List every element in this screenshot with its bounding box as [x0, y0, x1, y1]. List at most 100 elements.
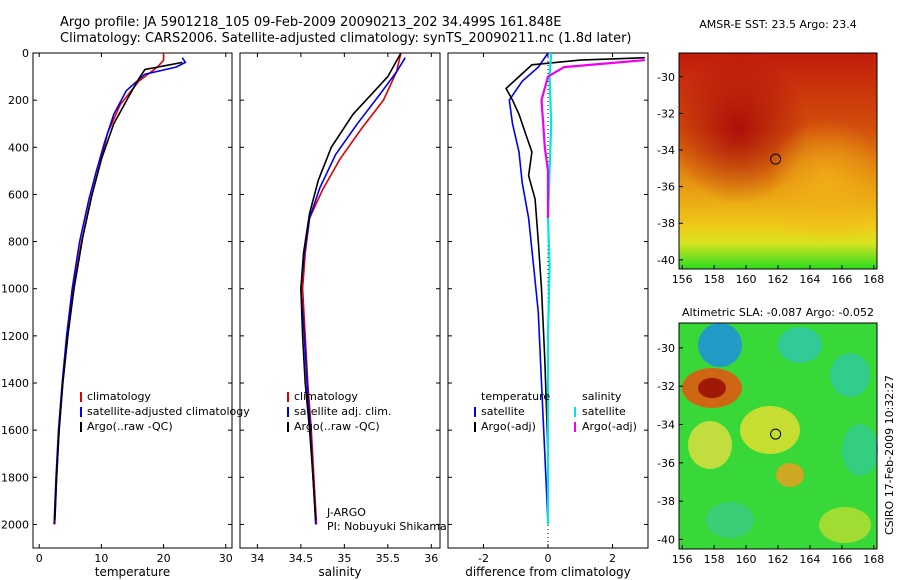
argo-position-marker	[770, 428, 782, 440]
plot-frame	[239, 52, 441, 549]
series-line	[300, 52, 402, 520]
y-tick-label: -36	[657, 457, 675, 470]
sla-high-anomaly	[688, 421, 732, 469]
y-tick-label: 1800	[1, 471, 29, 484]
x-tick-label: 30	[219, 552, 233, 565]
legend-entry: Argo(..raw -QC)	[294, 420, 380, 433]
sla-low-anomaly	[778, 327, 822, 363]
series-line	[300, 57, 406, 525]
y-tick-label: -30	[657, 71, 675, 84]
legend-entry: Argo(-adj)	[481, 420, 536, 433]
x-tick-label: 35.5	[376, 552, 401, 565]
y-tick-label: 800	[8, 236, 29, 249]
series-line	[546, 52, 553, 525]
x-tick-label: 35	[337, 552, 351, 565]
pi-annotation: J-ARGO	[326, 506, 366, 519]
y-tick-label: -34	[657, 144, 675, 157]
x-tick-label: 164	[799, 553, 820, 566]
series-line	[505, 56, 645, 520]
sst-map-panel: AMSR-E SST: 23.5 Argo: 23.4 156 158 160 162 1…	[657, 18, 884, 286]
sla-low-anomaly	[698, 323, 742, 367]
legend-entry: satellite adj. clim.	[294, 405, 391, 418]
y-tick-label: 2000	[1, 518, 29, 531]
series-line	[54, 53, 165, 525]
legend-entry: salinity	[582, 390, 622, 403]
y-tick-label: 1400	[1, 377, 29, 390]
x-tick-label: 166	[831, 273, 852, 286]
sla-low-anomaly	[706, 502, 754, 538]
y-tick-label: 1600	[1, 424, 29, 437]
legend-entry: Argo(..raw -QC)	[87, 420, 173, 433]
y-tick-label: -30	[657, 342, 675, 355]
y-tick-label: -38	[657, 495, 675, 508]
x-tick-label: 164	[799, 273, 820, 286]
x-tick-label: 0	[36, 552, 43, 565]
legend-entry: temperature	[481, 390, 550, 403]
sla-low-anomaly	[830, 353, 870, 397]
x-tick-label: 34	[250, 552, 264, 565]
y-tick-label: -36	[657, 181, 675, 194]
argo-position-marker	[770, 153, 782, 165]
x-tick-label: 0	[545, 552, 552, 565]
sla-high-anomaly	[740, 406, 800, 454]
series-line	[54, 61, 183, 520]
y-tick-label: 1200	[1, 330, 29, 343]
x-tick-label: 158	[704, 273, 725, 286]
series-line	[540, 59, 645, 218]
x-tick-label: 10	[94, 552, 108, 565]
side-label: CSIRO 17-Feb-2009 10:32:27	[883, 375, 896, 535]
x-axis-label: salinity	[318, 565, 361, 579]
legend-entry: climatology	[294, 390, 358, 403]
y-tick-label: 600	[8, 188, 29, 201]
map-title: Altimetric SLA: -0.087 Argo: -0.052	[682, 306, 874, 319]
y-tick-label: 200	[8, 94, 29, 107]
x-axis-label: temperature	[95, 565, 170, 579]
legend-entry: Argo(-adj)	[582, 420, 637, 433]
sla-high-anomaly	[698, 378, 726, 398]
legend-entry: satellite-adjusted climatology	[87, 405, 250, 418]
y-tick-label: -34	[657, 419, 675, 432]
x-tick-label: 156	[672, 273, 693, 286]
salinity-panel: 34 34.5 35 35.5 36 salinity climatology satelli…	[239, 52, 447, 579]
x-tick-label: 162	[768, 553, 789, 566]
x-tick-label: 160	[736, 553, 757, 566]
sla-high-anomaly	[776, 463, 804, 487]
figure-title-line1: Argo profile: JA 5901218_105 09-Feb-2009…	[60, 15, 562, 30]
x-tick-label: 2	[609, 552, 616, 565]
x-tick-label: 160	[736, 273, 757, 286]
x-tick-label: 34.5	[289, 552, 314, 565]
y-tick-label: -40	[657, 533, 675, 546]
x-tick-label: -2	[478, 552, 489, 565]
x-tick-label: 168	[863, 553, 884, 566]
temperature-panel: 0 10 20 30 0 200 400 600 800 1000 1200 1400 1600 1800…	[1, 47, 250, 579]
sla-low-anomaly	[842, 424, 878, 476]
y-tick-label: -32	[657, 380, 675, 393]
map-title: AMSR-E SST: 23.5 Argo: 23.4	[699, 18, 857, 31]
x-axis-label: difference from climatology	[465, 565, 631, 579]
series-line	[301, 52, 402, 525]
y-tick-label: 1000	[1, 283, 29, 296]
sst-map-cool-region	[679, 53, 877, 269]
x-tick-label: 166	[831, 553, 852, 566]
sla-high-anomaly	[819, 507, 871, 543]
x-tick-label: 158	[704, 553, 725, 566]
y-tick-label: -38	[657, 217, 675, 230]
x-tick-label: 168	[863, 273, 884, 286]
y-tick-label: 0	[22, 47, 29, 60]
legend-entry: satellite	[582, 405, 626, 418]
y-tick-label: -40	[657, 254, 675, 267]
pi-annotation: PI: Nobuyuki Shikama	[327, 520, 447, 533]
figure-title-line2: Climatology: CARS2006. Satellite-adjuste…	[60, 31, 632, 46]
legend-entry: climatology	[87, 390, 151, 403]
series-line	[508, 52, 549, 525]
plot-frame	[32, 52, 233, 549]
y-tick-label: 400	[8, 141, 29, 154]
x-tick-label: 36	[424, 552, 438, 565]
x-tick-label: 156	[672, 553, 693, 566]
sla-map-panel: Altimetric SLA: -0.087 Argo: -0.052 156 15…	[657, 306, 884, 566]
y-tick-label: -32	[657, 107, 675, 120]
x-tick-label: 162	[768, 273, 789, 286]
x-tick-label: 20	[157, 552, 171, 565]
